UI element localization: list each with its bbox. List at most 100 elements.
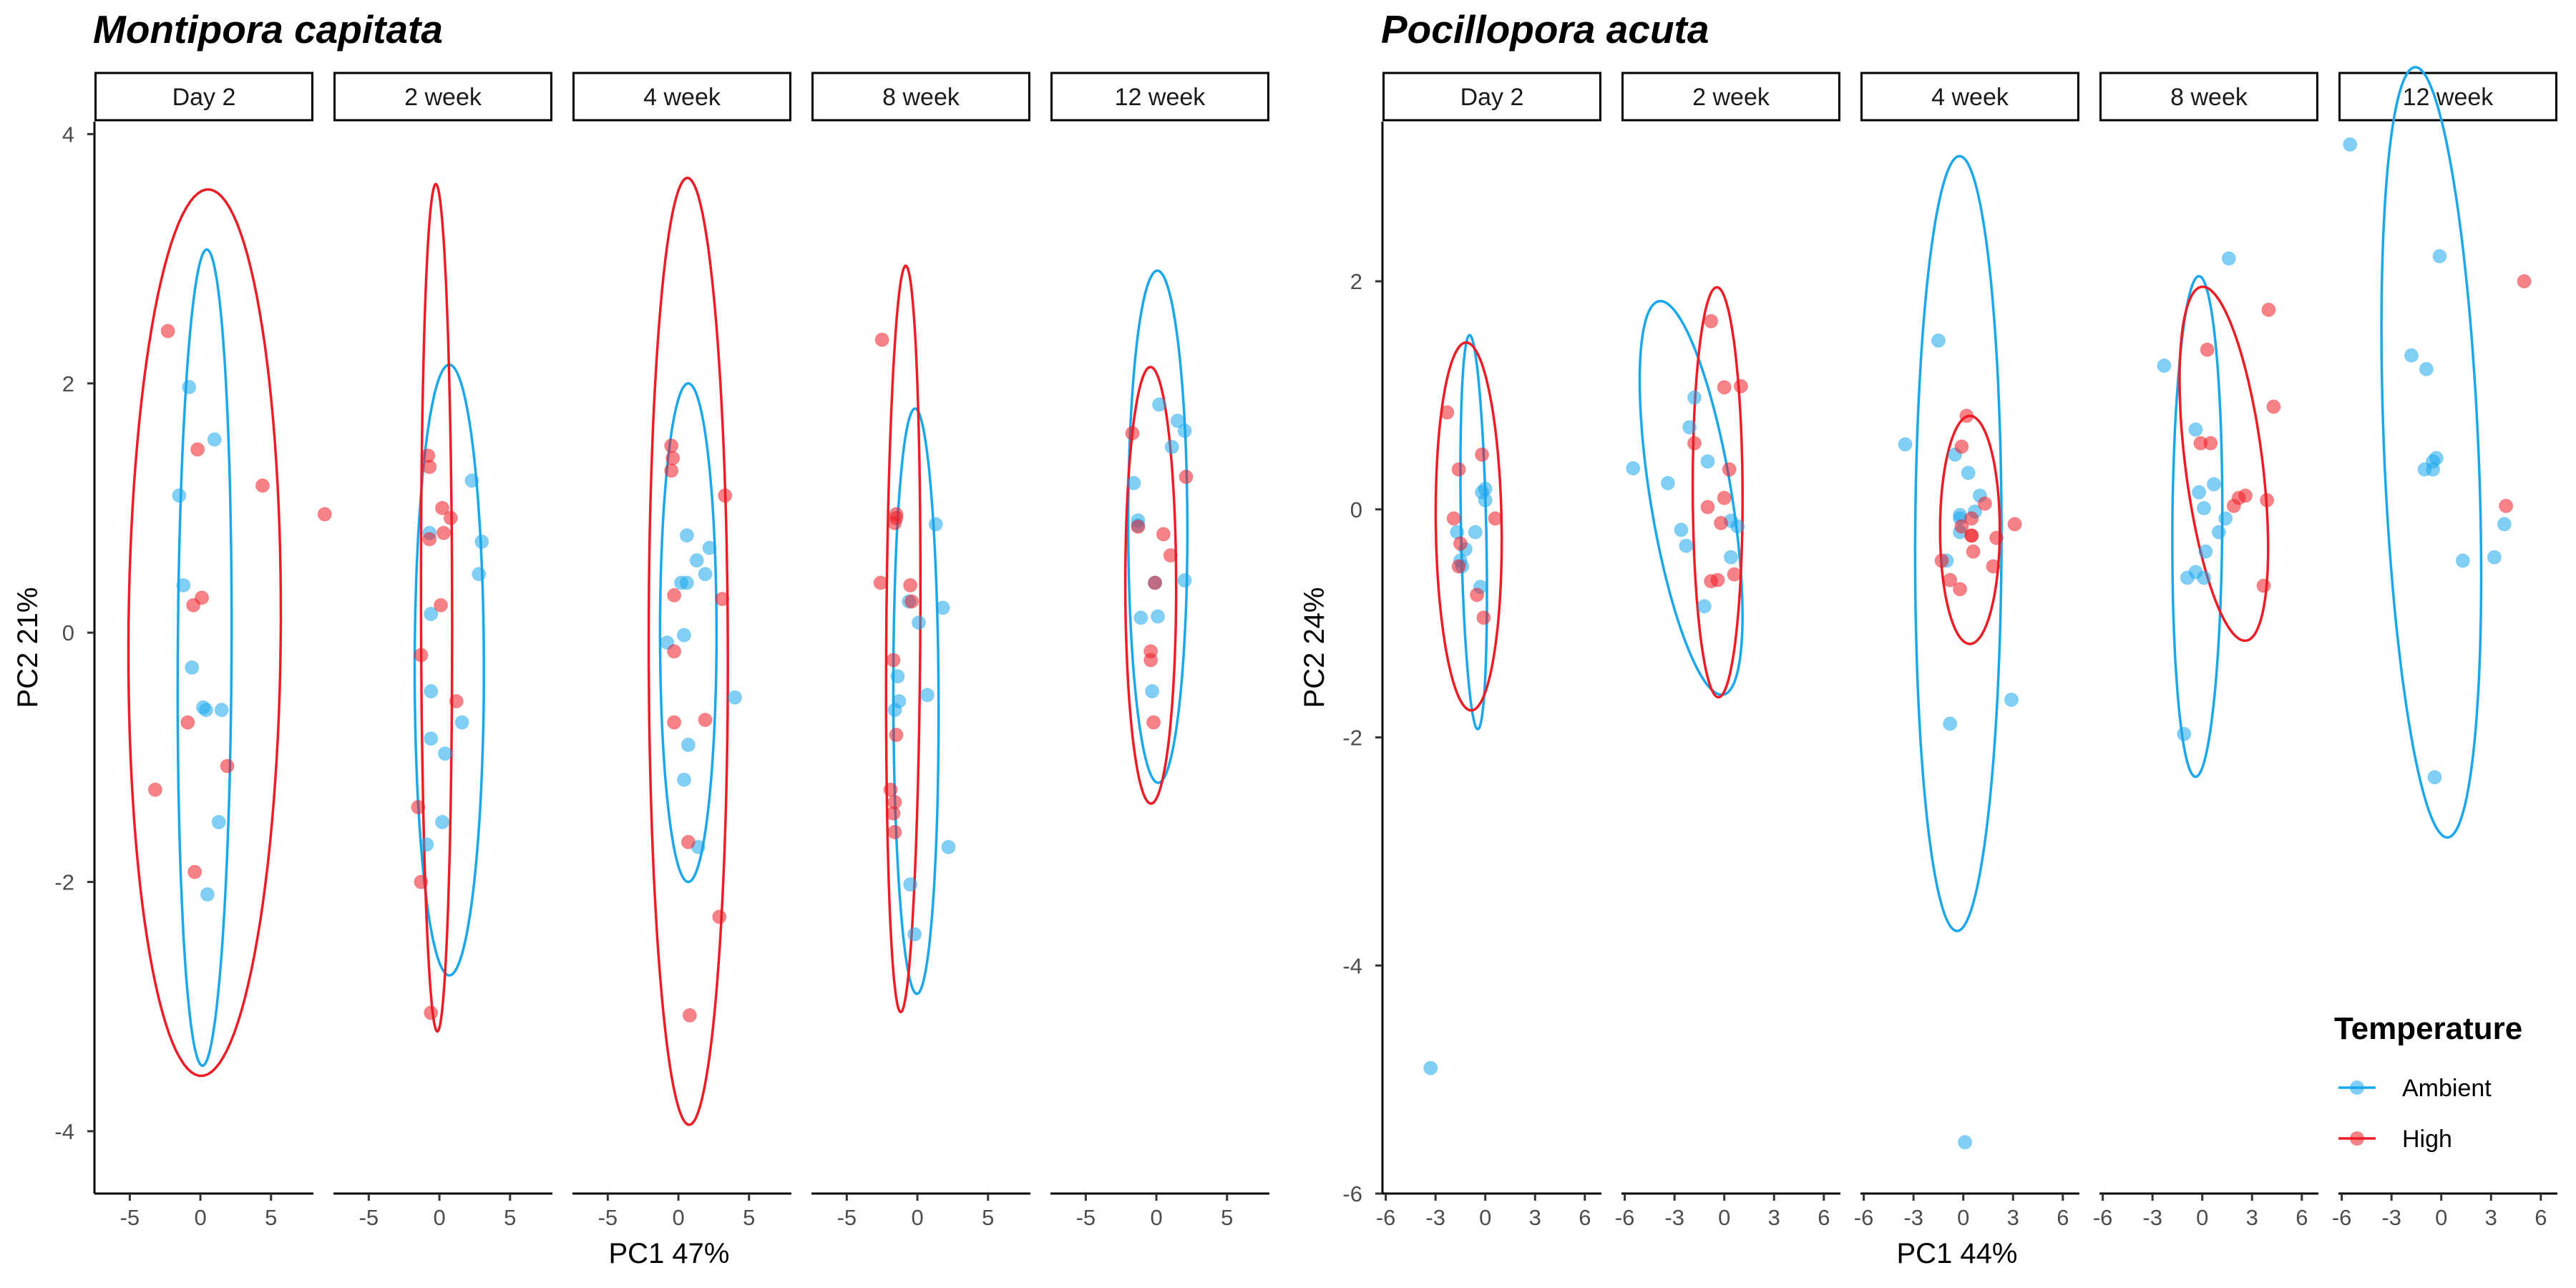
data-point-high [443, 510, 458, 525]
data-point-ambient [919, 688, 935, 703]
data-point-high [2517, 274, 2532, 289]
data-point-high [2260, 493, 2275, 508]
data-point-ambient [1151, 609, 1166, 624]
data-point-high [680, 834, 696, 849]
data-point-high [160, 323, 175, 338]
data-point-high [1989, 530, 2004, 545]
data-point-ambient [2197, 570, 2212, 585]
legend-label-high: High [2402, 1126, 2452, 1153]
data-point-high [2266, 399, 2281, 414]
x-tick-label: -3 [1903, 1205, 1923, 1230]
data-point-high [667, 715, 682, 730]
facet-strip-label: 4 week [1931, 84, 2009, 111]
facet-strip-label: 2 week [1692, 84, 1770, 111]
data-point-ambient [424, 684, 439, 699]
data-point-high [665, 451, 680, 466]
y-tick-label: 0 [62, 620, 74, 645]
facet-strip [2099, 72, 2318, 122]
x-tick-label: 3 [2485, 1205, 2497, 1230]
data-point-ambient [2198, 544, 2213, 559]
confidence-ellipse-high [1938, 414, 2001, 645]
legend-dot-ambient [2350, 1080, 2364, 1095]
data-point-ambient [1724, 550, 1738, 565]
data-point-ambient [214, 703, 229, 718]
data-point-ambient [435, 814, 450, 829]
data-point-ambient [454, 715, 469, 730]
facet-panel: 12 week -5 0 5 [1050, 72, 1269, 1230]
x-tick-label: -3 [2142, 1205, 2162, 1230]
data-point-ambient [1730, 519, 1745, 534]
data-point-high [1156, 527, 1171, 542]
data-point-ambient [1660, 476, 1675, 491]
data-point-ambient [941, 839, 956, 854]
x-tick-label: 0 [1479, 1205, 1491, 1230]
figure-right: -6 -4 -2 0 2 Day 2 -6 -3 0 3 6 2 week -6 -3 0 3 6 4 week -… [1342, 66, 2557, 1230]
data-point-ambient [1164, 439, 1179, 454]
x-tick-label: -6 [2332, 1205, 2352, 1230]
data-point-ambient [1177, 573, 1192, 588]
x-tick-label: 0 [1957, 1205, 1969, 1230]
confidence-ellipse-ambient [413, 363, 485, 977]
facet-strip [1860, 72, 2079, 122]
data-point-ambient [2427, 770, 2442, 785]
x-tick-label: -6 [1615, 1205, 1635, 1230]
data-point-high [187, 864, 203, 879]
data-point-ambient [472, 567, 487, 582]
data-point-ambient [1133, 610, 1148, 625]
data-point-ambient [903, 877, 918, 892]
x-tick-label: -5 [359, 1205, 379, 1230]
facet-panel: 12 week -6 -3 0 3 6 [2332, 66, 2557, 1230]
data-point-high [422, 532, 437, 547]
data-point-high [411, 800, 426, 815]
data-point-ambient [172, 488, 187, 503]
data-point-ambient [1478, 493, 1493, 508]
facet-panel: 4 week -6 -3 0 3 6 [1854, 72, 2079, 1230]
data-point-ambient [1931, 333, 1946, 348]
data-point-high [422, 459, 437, 474]
data-point-ambient [182, 380, 197, 395]
facet-strip [572, 72, 791, 122]
data-point-ambient [679, 575, 694, 590]
data-point-high [1446, 511, 1461, 526]
data-point-ambient [728, 690, 743, 705]
x-tick-label: 5 [504, 1205, 516, 1230]
x-tick-label: -3 [1664, 1205, 1684, 1230]
data-point-high [2499, 499, 2514, 514]
data-point-high [414, 874, 429, 889]
facet-strip [1050, 72, 1269, 122]
data-point-ambient [211, 814, 226, 829]
data-point-ambient [2211, 525, 2226, 540]
facet-strip [1621, 72, 1840, 122]
x-tick-label: 0 [194, 1205, 206, 1230]
legend: Temperature Ambient High [2334, 1011, 2522, 1153]
legend-label-ambient: Ambient [2402, 1075, 2492, 1102]
data-point-high [1714, 515, 1729, 530]
data-point-ambient [419, 837, 434, 852]
data-point-ambient [2455, 553, 2470, 568]
data-point-ambient [2197, 501, 2212, 516]
data-point-high [1943, 572, 1958, 587]
x-tick-label: -5 [598, 1205, 618, 1230]
data-point-ambient [474, 535, 489, 550]
y-tick-label: -2 [54, 870, 74, 895]
confidence-ellipse-ambient [176, 248, 233, 1068]
data-point-high [887, 515, 902, 530]
data-point-high [1954, 519, 1969, 534]
x-tick-label: -6 [1376, 1205, 1396, 1230]
data-point-high [718, 488, 733, 503]
data-point-high [1163, 548, 1178, 563]
data-point-high [1710, 572, 1725, 587]
data-point-high [2226, 499, 2241, 514]
data-point-high [2200, 342, 2215, 357]
data-point-ambient [1943, 716, 1958, 731]
data-point-high [414, 648, 429, 663]
data-point-ambient [1958, 1135, 1973, 1150]
data-point-high [180, 715, 195, 730]
data-point-high [2238, 488, 2253, 503]
data-point-ambient [176, 577, 191, 592]
confidence-ellipse-ambient [2380, 66, 2483, 839]
data-point-ambient [2206, 477, 2221, 492]
y-tick-label: -4 [54, 1119, 74, 1144]
x-tick-label: 3 [2007, 1205, 2019, 1230]
data-point-high [1717, 490, 1732, 505]
